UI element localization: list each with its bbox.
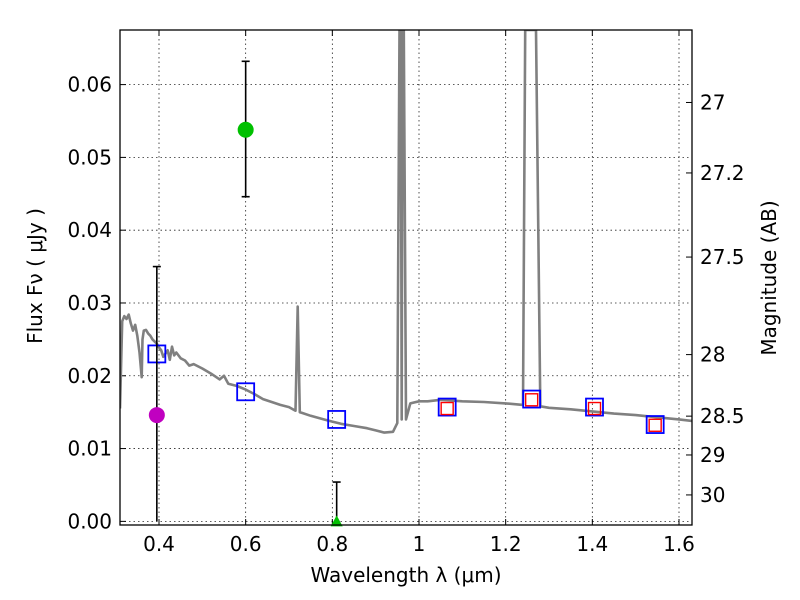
y2-axis-title: Magnitude (AB) bbox=[757, 200, 781, 355]
y2-tick-label: 28 bbox=[700, 343, 725, 367]
y-tick-label: 0.04 bbox=[67, 218, 112, 242]
y2-tick-label: 28.5 bbox=[700, 404, 745, 428]
observed-dot-marker bbox=[237, 121, 254, 138]
model-photometry-marker bbox=[585, 397, 604, 417]
y-tick-label: 0.02 bbox=[67, 364, 112, 388]
x-tick-label: 1.2 bbox=[490, 532, 522, 556]
y2-tick-label: 27.2 bbox=[700, 161, 745, 185]
model-photometry-marker bbox=[437, 397, 457, 417]
x-tick-label: 1.4 bbox=[576, 532, 608, 556]
y-tick-label: 0.00 bbox=[67, 509, 112, 533]
model-photometry-marker bbox=[645, 415, 665, 434]
y2-tick-label: 27.5 bbox=[700, 245, 745, 269]
y-tick-label: 0.05 bbox=[67, 145, 112, 169]
y2-tick-label: 27 bbox=[700, 90, 725, 114]
series-group bbox=[120, 30, 692, 434]
model-photometry-marker bbox=[236, 382, 256, 402]
observed-square-marker bbox=[524, 393, 539, 407]
model-photometry-marker bbox=[522, 389, 542, 409]
x-tick-label: 0.6 bbox=[230, 532, 262, 556]
y-tick-label: 0.06 bbox=[67, 73, 112, 97]
y2-tick-label: 29 bbox=[700, 443, 725, 467]
x-tick-label: 1 bbox=[413, 532, 426, 556]
observed-square-marker bbox=[440, 401, 454, 416]
observed-dot-marker bbox=[148, 407, 165, 424]
y2-tick-label: 30 bbox=[700, 483, 725, 507]
observed-square-marker bbox=[587, 401, 602, 416]
x-tick-label: 0.4 bbox=[143, 532, 175, 556]
sed-model-line bbox=[120, 30, 692, 434]
observed-square-marker bbox=[648, 418, 662, 432]
y-tick-label: 0.03 bbox=[67, 291, 112, 315]
x-tick-label: 1.6 bbox=[663, 532, 695, 556]
y-axis-title: Flux Fν ( μJy ) bbox=[23, 208, 47, 344]
data-series bbox=[120, 30, 692, 527]
tick-labels: 0.4 0.6 0.8 1 1.2 1.4 1.6 0.00 0.01 0.02 0.03 0.04 0… bbox=[67, 73, 744, 556]
model-photometry-marker bbox=[327, 410, 347, 429]
x-axis-title: Wavelength λ (μm) bbox=[310, 563, 501, 587]
plot-frame bbox=[119, 29, 693, 526]
x-tick-label: 0.8 bbox=[316, 532, 348, 556]
observed-triangle-marker bbox=[330, 515, 343, 527]
y-tick-label: 0.01 bbox=[67, 437, 112, 461]
